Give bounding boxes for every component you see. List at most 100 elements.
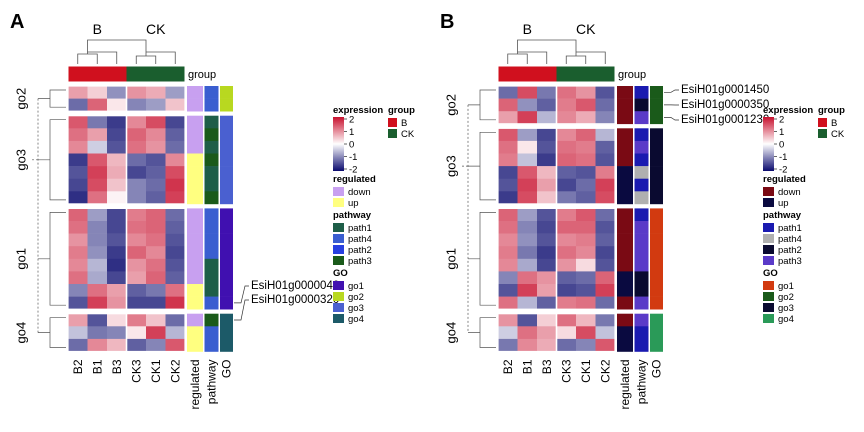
annotation-cell-go (650, 191, 663, 205)
heatmap-cell (537, 178, 557, 192)
row-dendrogram-branch (468, 131, 496, 201)
row-group-label: go1 (443, 248, 458, 270)
heatmap-cell (498, 111, 518, 125)
column-label: CK2 (168, 359, 182, 383)
legend-regulated-swatch (333, 198, 344, 207)
heatmap-cell (537, 271, 557, 285)
annotation-cell-go (220, 153, 233, 167)
heatmap-cell (556, 191, 577, 205)
column-label: B3 (540, 359, 554, 374)
heatmap-cell (107, 313, 127, 327)
legend-regulated-swatch (763, 187, 774, 196)
heatmap-cell (498, 271, 518, 285)
legend-group-label: B (831, 118, 837, 129)
heatmap-cell (165, 115, 186, 129)
heatmap-cell (595, 258, 616, 272)
legend-pathway-label: path2 (348, 245, 372, 256)
heatmap-cell (517, 246, 538, 260)
legend-pathway-title: pathway (763, 210, 802, 221)
heatmap-cell (556, 153, 577, 167)
row-dendrogram-branch (38, 89, 66, 108)
heatmap-cell (537, 258, 557, 272)
heatmap-cell (576, 284, 596, 297)
heatmap-cell (517, 86, 538, 99)
annotation-cell-regulated (187, 284, 203, 297)
heatmap-cell (595, 326, 616, 340)
row-group-label: go3 (443, 155, 458, 177)
annotation-cell-regulated (617, 246, 633, 260)
group-bar-cell (68, 66, 88, 82)
heatmap-cell (126, 296, 147, 310)
heatmap-cell (537, 246, 557, 260)
heatmap-cell (498, 284, 518, 297)
heatmap-cell (556, 98, 577, 112)
heatmap-cell (146, 86, 166, 99)
annotation-cell-pathway (204, 271, 219, 285)
heatmap-cell (517, 271, 538, 285)
heatmap-cell (87, 191, 108, 205)
legend-pathway-swatch (333, 256, 344, 265)
column-label: CK1 (149, 359, 163, 383)
legend-group-swatch (388, 129, 397, 138)
heatmap-cell (107, 338, 127, 352)
legend-pathway-label: path1 (778, 223, 802, 234)
row-group-label: go2 (443, 94, 458, 116)
heatmap-cell (146, 313, 166, 327)
annotation-cell-go (220, 258, 233, 272)
heatmap-cell (107, 191, 127, 205)
heatmap-cell (87, 284, 108, 297)
heatmap-cell (68, 326, 88, 340)
heatmap-cell (107, 326, 127, 340)
heatmap-cell (68, 178, 88, 192)
annotation-cell-regulated (617, 313, 633, 327)
column-label: B1 (520, 359, 534, 374)
annotation-cell-go (220, 191, 233, 205)
heatmap-cell (537, 221, 557, 234)
heatmap-cell (595, 191, 616, 205)
heatmap-cell (517, 153, 538, 167)
annotation-cell-pathway (634, 313, 649, 327)
annotation-cell-go (220, 313, 233, 327)
annotation-cell-regulated (187, 153, 203, 167)
heatmap-cell (576, 178, 596, 192)
heatmap-cell (165, 128, 186, 142)
heatmap-cell (537, 313, 557, 327)
annotation-column-label: pathway (205, 360, 219, 405)
legend-go-swatch (333, 314, 344, 323)
annotation-cell-go (650, 271, 663, 285)
heatmap-cell (87, 208, 108, 222)
heatmap-cell (537, 98, 557, 112)
heatmap-cell (165, 221, 186, 234)
annotation-cell-regulated (187, 271, 203, 285)
legend-pathway-label: path4 (778, 234, 802, 245)
heatmap-cell (68, 166, 88, 179)
legend-group-label: CK (401, 129, 415, 140)
legend-tick-label: 0 (349, 140, 354, 151)
heatmap-cell (517, 191, 538, 205)
legend-go-label: go2 (348, 292, 364, 303)
heatmap-cell (146, 284, 166, 297)
heatmap-cell (126, 221, 147, 234)
heatmap-cell (576, 313, 596, 327)
annotation-cell-go (220, 98, 233, 112)
legend-regulated-title: regulated (333, 174, 376, 185)
legend-pathway-label: path3 (778, 256, 802, 267)
legend-go-label: go1 (348, 281, 364, 292)
column-label: B2 (501, 359, 515, 374)
heatmap-cell (165, 246, 186, 260)
heatmap-cell (556, 284, 577, 297)
annotation-cell-regulated (617, 296, 633, 310)
heatmap-cell (498, 86, 518, 99)
annotation-cell-pathway (204, 221, 219, 234)
heatmap-cell (68, 284, 88, 297)
annotation-cell-pathway (634, 326, 649, 340)
heatmap-cell (68, 258, 88, 272)
heatmap-cell (68, 338, 88, 352)
heatmap-cell (517, 326, 538, 340)
annotation-cell-pathway (204, 313, 219, 327)
legend-go-label: go4 (778, 314, 794, 325)
heatmap-cell (146, 178, 166, 192)
column-label: CK1 (579, 359, 593, 383)
heatmap-cell (556, 326, 577, 340)
heatmap-cell (556, 233, 577, 247)
